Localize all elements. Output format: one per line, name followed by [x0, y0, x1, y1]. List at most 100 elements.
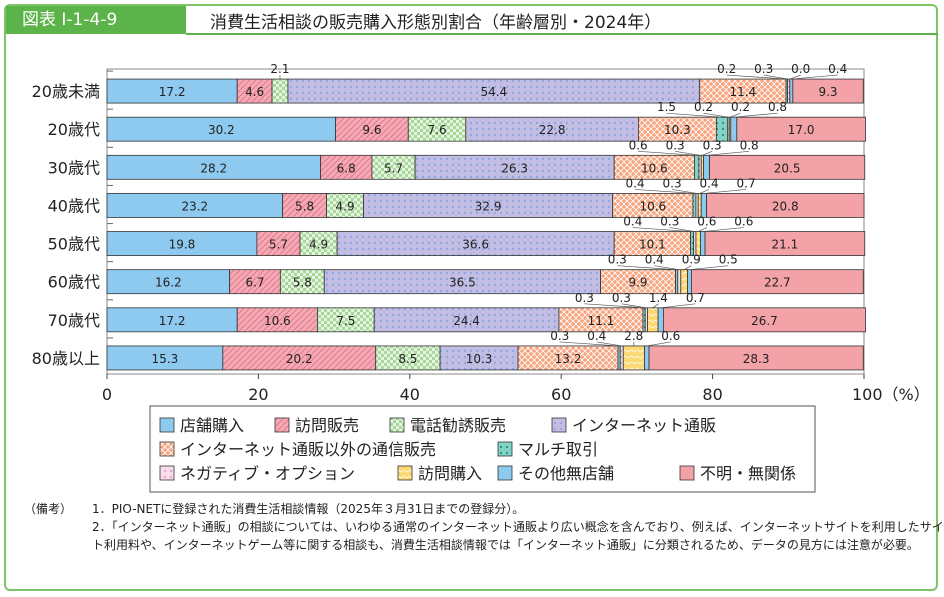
notes: （備考） 1．PIO-NETに登録された消費生活相談情報（2025年３月31日まで…	[24, 500, 944, 554]
small-data-label: 0.4	[626, 176, 645, 190]
data-label: 26.3	[501, 161, 528, 175]
category-label: 70歳代	[48, 311, 100, 330]
small-data-label: 0.2	[731, 100, 750, 114]
data-label: 20.8	[772, 199, 799, 213]
bar-segment	[326, 193, 365, 218]
data-label: 22.7	[764, 276, 791, 290]
legend-swatch	[679, 465, 695, 481]
bar-segment	[517, 345, 619, 371]
small-data-label: 0.4	[587, 329, 606, 343]
data-label: 5.7	[384, 161, 403, 175]
bar-segment	[613, 154, 695, 180]
data-label: 16.2	[155, 276, 182, 290]
category-label: 60歳代	[48, 273, 100, 292]
legend-label: 店舗購入	[180, 416, 244, 435]
data-label: 24.4	[453, 314, 480, 328]
x-tick-label: 80	[702, 385, 722, 404]
bar-segment	[644, 345, 650, 371]
data-label: 4.9	[336, 199, 355, 213]
legend-label: 訪問購入	[418, 464, 482, 483]
small-data-label: 0.7	[737, 176, 756, 190]
data-label: 32.9	[475, 199, 502, 213]
data-label: 15.3	[152, 352, 179, 366]
data-label: 4.6	[245, 85, 264, 99]
data-label: 36.5	[449, 276, 476, 290]
data-label: 13.2	[555, 352, 582, 366]
small-data-label: 0.2	[694, 100, 713, 114]
small-data-label: 0.7	[686, 291, 705, 305]
legend-label: 電話勧誘販売	[410, 416, 506, 435]
data-label: 36.6	[462, 238, 489, 252]
data-label: 30.2	[208, 123, 235, 137]
small-data-label: 0.3	[703, 138, 722, 152]
small-data-label: 1.5	[657, 100, 676, 114]
bar-segment	[236, 307, 318, 333]
bar-segment	[622, 345, 645, 371]
small-data-label: 0.3	[608, 253, 627, 267]
data-label: 10.6	[264, 314, 291, 328]
bar-segment	[106, 154, 321, 180]
bar-segment	[407, 116, 467, 142]
bar-segment	[612, 193, 694, 218]
data-label: 9.6	[362, 123, 381, 137]
bar-segment	[638, 116, 717, 142]
bar-segment	[613, 231, 692, 256]
frame	[4, 4, 938, 591]
data-label: 21.1	[772, 238, 799, 252]
data-label: 11.4	[730, 85, 757, 99]
bar-segment	[371, 154, 416, 180]
bar-segment	[730, 116, 738, 142]
legend-label: その他無店舗	[518, 464, 614, 483]
small-data-label: 2.8	[624, 329, 643, 343]
bar-segment	[375, 345, 441, 371]
small-data-label: 0.3	[663, 176, 682, 190]
bar-segment	[648, 345, 864, 371]
legend-swatch	[551, 417, 567, 433]
data-label: 6.8	[337, 161, 356, 175]
small-data-label: 0.3	[666, 138, 685, 152]
x-tick-label: 60	[551, 385, 571, 404]
legend-swatch	[274, 417, 290, 433]
small-data-label: 1.4	[649, 291, 668, 305]
bar-segment	[336, 231, 615, 256]
data-label: 10.6	[641, 161, 668, 175]
bar-segment	[363, 193, 614, 218]
note-2: 2．「インターネット通販」の相談については、いわゆる通常のインターネット通販より…	[92, 520, 944, 552]
bar-segment	[279, 269, 325, 295]
bar-segment	[287, 78, 701, 104]
data-label: 8.5	[398, 352, 417, 366]
bar-segment	[704, 231, 866, 256]
bar-segment	[691, 269, 864, 295]
data-label: 5.7	[269, 238, 288, 252]
data-label: 10.3	[466, 352, 493, 366]
bar-segment	[323, 269, 601, 295]
bar-segment	[106, 269, 231, 295]
small-data-label: 0.0	[791, 62, 810, 76]
small-data-label: 0.3	[660, 215, 679, 229]
legend-swatch	[159, 465, 175, 481]
small-data-label: 0.2	[717, 62, 736, 76]
bar-segment	[229, 269, 281, 295]
data-label: 9.9	[628, 276, 647, 290]
legend	[149, 405, 816, 493]
data-label: 7.5	[336, 314, 355, 328]
small-data-label: 0.5	[719, 253, 738, 267]
title-underline	[186, 33, 938, 35]
bar-segment	[106, 193, 284, 218]
bar-segment	[619, 345, 624, 371]
legend-swatch	[397, 465, 413, 481]
legend-swatch	[159, 441, 175, 457]
bar-segment	[439, 345, 519, 371]
chart-title: 消費生活相談の販売購入形態別割合（年齢層別・2024年）	[210, 13, 662, 33]
small-data-label: 0.3	[550, 329, 569, 343]
small-data-label: 0.4	[645, 253, 664, 267]
category-label: 20歳未満	[32, 82, 100, 101]
data-label: 10.1	[639, 238, 666, 252]
category-label: 50歳代	[48, 235, 100, 254]
bar-segment	[647, 307, 659, 333]
small-data-label: 0.6	[734, 215, 753, 229]
bar-segment	[222, 345, 377, 371]
small-data-label: 0.3	[575, 291, 594, 305]
legend-swatch	[497, 441, 513, 457]
small-data-label: 0.9	[682, 253, 701, 267]
